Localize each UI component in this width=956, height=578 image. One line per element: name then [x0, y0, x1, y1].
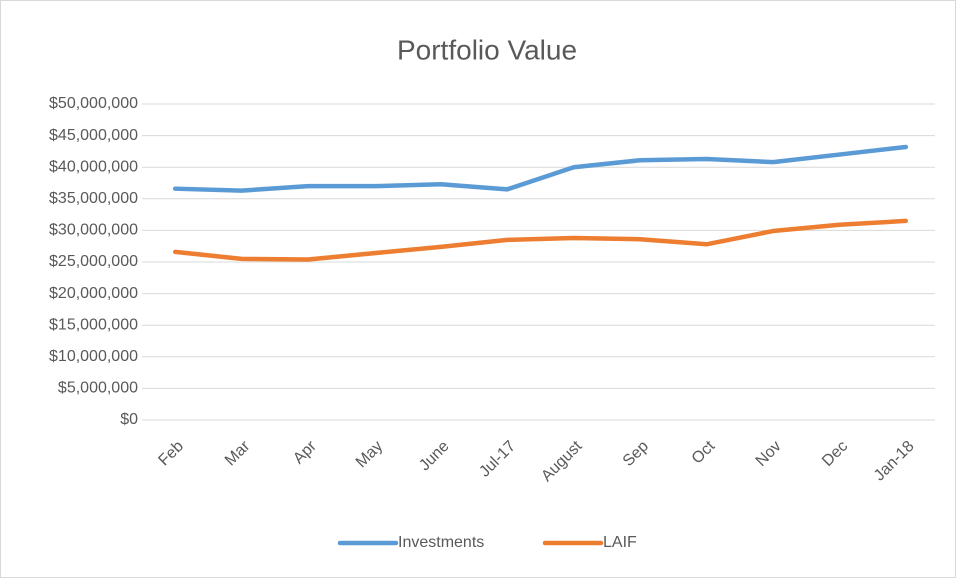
y-tick-label: $40,000,000	[49, 158, 138, 175]
line-series	[172, 144, 909, 193]
y-tick-label: $30,000,000	[49, 222, 138, 239]
y-tick-label: $35,000,000	[49, 190, 138, 207]
y-tick-label: $50,000,000	[49, 95, 138, 112]
y-tick-label: $10,000,000	[49, 348, 138, 365]
line-series	[172, 218, 909, 262]
legend-label: Investments	[398, 534, 484, 551]
y-tick-label: $15,000,000	[49, 316, 138, 333]
y-tick-label: $45,000,000	[49, 127, 138, 144]
y-tick-label: $25,000,000	[49, 253, 138, 270]
chart-title: Portfolio Value	[397, 34, 577, 65]
y-tick-label: $0	[120, 411, 138, 428]
y-tick-label: $20,000,000	[49, 285, 138, 302]
legend-label: LAIF	[603, 534, 637, 551]
y-tick-label: $5,000,000	[58, 380, 138, 397]
